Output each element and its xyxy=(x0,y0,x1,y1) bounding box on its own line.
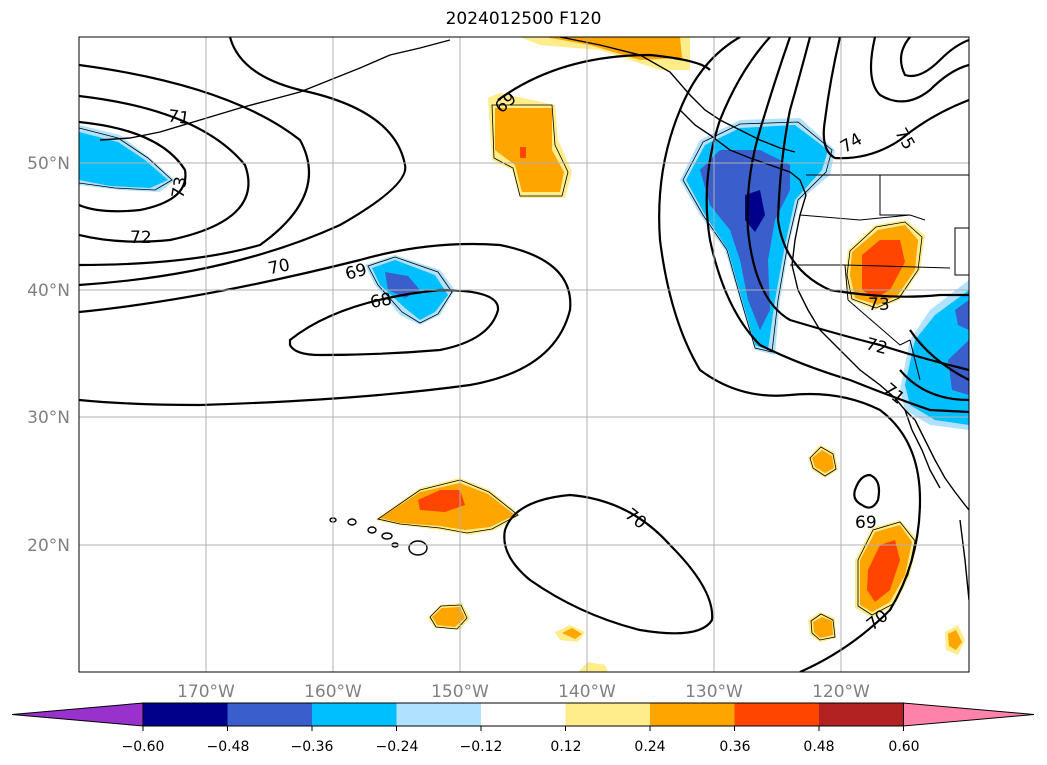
colorbar-swatch xyxy=(143,703,228,726)
contour-label: 69 xyxy=(855,513,877,533)
colorbar-swatch xyxy=(565,703,651,726)
shade-blue-se xyxy=(905,290,969,425)
alaska-coast xyxy=(559,37,796,153)
colorbar-tick-label: −0.12 xyxy=(460,739,503,755)
colorbar-labels: −0.60 −0.48 −0.36 −0.24 −0.12 0.12 0.24 … xyxy=(122,739,920,755)
shade-red-mx xyxy=(867,540,900,602)
contour-71-west xyxy=(79,63,310,267)
contour-74-coast xyxy=(822,37,969,160)
contour-label: 73 xyxy=(168,175,191,200)
contour-se2 xyxy=(899,369,969,402)
shade-red-hi xyxy=(418,490,465,512)
contour-69-loop xyxy=(79,242,572,407)
border-layer xyxy=(790,174,969,381)
contour-east-high xyxy=(899,37,969,78)
lon-label-140w: 140°W xyxy=(558,682,616,702)
colorbar-tick-label: −0.36 xyxy=(291,739,334,755)
contour-72-west xyxy=(79,94,250,243)
contour-75-coast xyxy=(869,37,969,103)
shade-blue-coast-dark xyxy=(745,190,765,232)
colorbar-swatch xyxy=(312,703,397,726)
shade-blue-west xyxy=(79,132,168,188)
colorbar-tick-label: −0.60 xyxy=(122,739,165,755)
contour-69-small xyxy=(853,473,881,509)
colorbar-frame xyxy=(142,702,904,727)
shade-outline-layer xyxy=(79,104,923,641)
contour-label: 73 xyxy=(868,295,890,315)
mexico-coast xyxy=(959,519,969,601)
shade-blue-coast-mid xyxy=(700,150,790,330)
shade-orange-s1 xyxy=(432,607,465,627)
contour-label: 71 xyxy=(167,106,191,129)
shade-blue-mid-dark xyxy=(385,272,420,298)
colorbar-swatch xyxy=(650,703,735,726)
lon-label-120w: 120°W xyxy=(812,682,870,702)
colorbar-tick-label: −0.48 xyxy=(207,739,250,755)
shade-blue-se-mid2 xyxy=(955,300,969,330)
lat-label-50: 50°N xyxy=(27,154,70,174)
colorbar-tick-label: 0.36 xyxy=(719,739,750,755)
aleutian-islands xyxy=(99,39,451,141)
contour-71-coast xyxy=(705,37,969,414)
grid-layer xyxy=(79,37,969,672)
colorbar xyxy=(11,702,1035,731)
lat-label-40: 40°N xyxy=(27,281,70,301)
colorbar-extend-max xyxy=(903,702,1035,727)
colorbar-tick-label: 0.24 xyxy=(634,739,665,755)
lon-label-150w: 150°W xyxy=(431,682,489,702)
colorbar-swatch xyxy=(396,703,482,726)
contour-layer xyxy=(79,37,969,672)
contour-73-coast xyxy=(776,37,969,298)
bc-coast xyxy=(679,109,807,196)
shade-orange-s2 xyxy=(562,628,582,639)
shade-orange-s4 xyxy=(812,450,834,473)
lon-label-170w: 170°W xyxy=(177,682,235,702)
colorbar-swatch xyxy=(819,703,904,726)
colorbar-tick-label: 0.48 xyxy=(803,739,834,755)
shade-orange-s5 xyxy=(813,617,833,638)
contour-label: 72 xyxy=(130,228,152,248)
shade-orange-s6 xyxy=(948,630,962,650)
contour-se xyxy=(909,329,969,381)
contour-label: 70 xyxy=(266,255,291,279)
contour-label: 68 xyxy=(369,289,394,312)
contour-70-coast xyxy=(658,37,922,672)
lat-label-30: 30°N xyxy=(27,408,70,428)
colorbar-tick-label: 0.12 xyxy=(550,739,581,755)
map-title: 2024012500 F120 xyxy=(445,9,602,29)
plot-frame xyxy=(78,36,970,673)
baja-inner xyxy=(904,409,941,489)
colorbar-extend-min xyxy=(11,702,144,727)
contour-73-west xyxy=(79,120,187,213)
lat-label-20: 20°N xyxy=(27,536,70,556)
shade-red-nv xyxy=(862,240,905,298)
shade-red-nc xyxy=(520,147,526,158)
lon-label-160w: 160°W xyxy=(304,682,362,702)
colorbar-swatch xyxy=(734,703,820,726)
contour-70-south xyxy=(503,493,714,635)
lat-labels: 50°N 40°N 30°N 20°N xyxy=(27,154,70,556)
contour-68 xyxy=(288,288,500,357)
colorbar-tick-label: 0.60 xyxy=(888,739,919,755)
colorbar-swatch xyxy=(227,703,313,726)
colorbar-tick-label: −0.24 xyxy=(376,739,419,755)
contour-69-north xyxy=(497,53,711,101)
lon-label-130w: 130°W xyxy=(685,682,743,702)
colorbar-swatch xyxy=(481,703,566,726)
shade-orange-nc xyxy=(495,108,564,192)
baja-coast xyxy=(914,419,969,511)
lon-labels: 170°W 160°W 150°W 140°W 130°W 120°W xyxy=(177,682,870,702)
shade-yellow-s3 xyxy=(578,662,608,672)
contour-70-west xyxy=(79,37,407,287)
